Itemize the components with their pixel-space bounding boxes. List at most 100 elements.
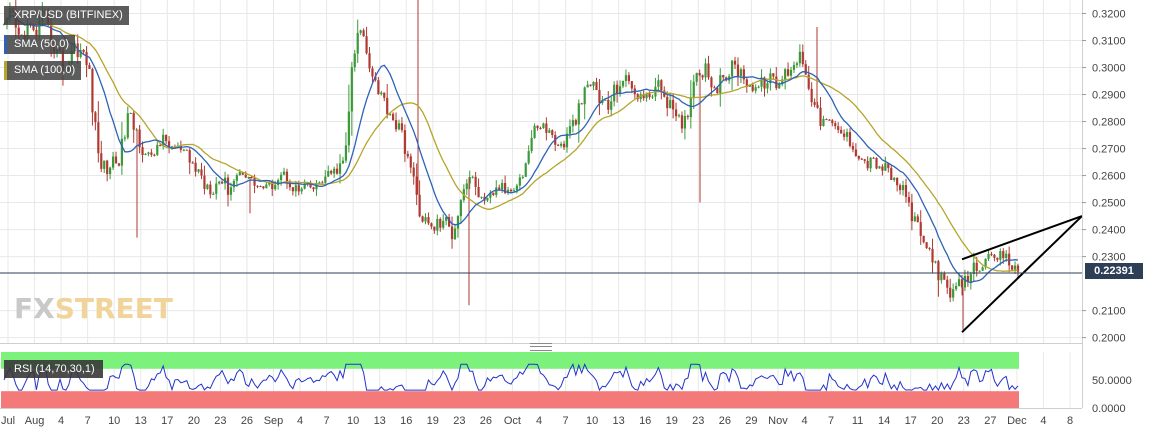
candle-body [621,80,625,87]
candle-body [660,80,663,91]
candle-body [1016,265,1020,272]
candle-body [781,79,784,85]
candle-body [123,137,126,139]
x-tick-label: 20 [931,415,943,427]
y-tick-label: 0.2800 [1092,117,1126,129]
candle-body [722,75,725,78]
candle-body [206,184,209,189]
candle-body [492,192,495,195]
candle-body [536,125,539,129]
candle-body [901,185,905,191]
candle-body [515,185,518,191]
candle-body [916,216,919,223]
candle-body [509,189,513,192]
y-tick-label: 0.3100 [1092,36,1126,48]
candle-body [848,132,852,146]
candle-body [598,89,601,104]
candle-body [439,218,442,228]
candle-body [775,76,778,89]
candle-body [100,153,103,169]
candle-body [984,258,987,268]
candle-body [577,103,580,125]
y-tick-label: 0.2000 [1092,333,1126,345]
legend-sma50-text: SMA (50,0) [14,38,70,50]
candle-body [666,96,669,109]
candle-body [940,273,943,281]
candle-body [857,155,860,159]
candle-body [79,49,82,58]
candle-body [792,64,796,70]
candle-body [804,64,807,75]
candle-body [386,97,389,115]
candle-body [347,111,350,146]
candle-body [884,163,887,171]
candle-body [159,144,162,147]
candle-body [256,185,259,187]
x-tick-label: Nov [768,415,788,427]
candle-body [966,275,969,283]
candle-body [907,197,911,203]
candle-body [677,115,681,117]
candle-body [789,69,793,76]
candle-body [165,134,168,142]
candle-body [981,267,984,271]
candle-body [495,187,498,195]
candle-body [730,60,734,77]
candle-body [235,175,238,181]
candle-body [854,149,857,156]
candle-body [766,83,769,89]
x-tick-label: 23 [692,415,704,427]
candle-body [279,174,283,181]
candle-body [480,196,483,198]
candle-body [459,200,462,217]
candle-body [126,113,129,138]
candle-body [527,151,530,164]
candle-body [560,143,563,146]
candle-body [568,126,572,134]
candle-body [120,138,124,166]
candle-body [468,177,471,184]
candle-body [928,247,931,249]
x-tick-label: 10 [108,415,120,427]
sma100-line [3,14,1019,272]
candle-body [138,129,141,148]
x-tick-label: 4 [801,415,807,427]
sma50-line [3,14,1019,284]
candle-body [542,123,545,129]
candle-body [259,186,262,188]
candle-body [813,102,816,105]
candle-body [562,143,566,148]
logo-street: STREET [54,292,173,325]
candle-body [713,87,716,89]
candle-body [300,188,303,192]
candle-body [539,128,542,130]
candle-body [247,177,250,179]
y-tick-label: 0.2600 [1092,171,1126,183]
candle-body [969,273,972,283]
candle-body [106,160,109,175]
candle-body [377,80,380,95]
candle-body [203,175,206,189]
candle-body [845,132,849,137]
y-tick-label: 0.2100 [1092,306,1126,318]
candle-body [960,279,964,288]
candle-body [498,187,501,190]
candle-body [453,228,457,240]
y-tick-label: 0.2700 [1092,144,1126,156]
x-tick-label: 7 [85,415,91,427]
x-tick-label: 13 [135,415,147,427]
y-tick-label: 0.3000 [1092,63,1126,75]
wedge-trendline [961,215,1083,261]
pane-resize-handle[interactable] [530,343,552,351]
rsi-y-tick-label: 0.0000 [1092,403,1126,415]
candle-body [391,113,395,121]
candle-body [993,254,996,258]
candle-body [618,86,622,94]
candle-body [881,166,884,171]
candle-body [683,116,687,129]
candle-body [285,171,289,184]
candle-body [616,84,619,94]
candle-body [524,163,527,177]
candle-body [76,43,79,58]
